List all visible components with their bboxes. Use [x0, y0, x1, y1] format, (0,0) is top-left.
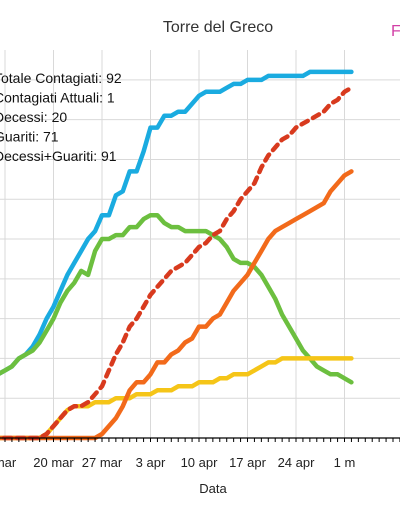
- x-tick-label: 1 m: [334, 455, 356, 470]
- x-tick-label: 10 apr: [181, 455, 219, 470]
- logo-mark: F: [391, 23, 400, 40]
- legend-entry: Totale Contagiati: 92: [0, 70, 122, 86]
- x-tick-label: mar: [0, 455, 17, 470]
- legend-entry: Contagiati Attuali: 1: [0, 90, 115, 106]
- x-tick-label: 20 mar: [33, 455, 74, 470]
- chart-title: Torre del Greco: [163, 19, 273, 36]
- x-axis-label: Data: [199, 481, 227, 496]
- x-tick-label: 27 mar: [82, 455, 123, 470]
- series-line-contagiati-attuali: [0, 212, 354, 385]
- series-line-totale-contagiati: [0, 69, 354, 376]
- series-lines: [0, 69, 354, 441]
- legend-entry: Decessi+Guariti: 91: [0, 148, 117, 164]
- series-line-decessi-guariti: [0, 85, 354, 441]
- x-tick-label: 24 apr: [278, 455, 316, 470]
- axes: [0, 437, 400, 442]
- x-tick-label: 17 apr: [229, 455, 267, 470]
- legend-entry: Guariti: 71: [0, 129, 59, 145]
- legend-entry: Decessi: 20: [0, 109, 67, 125]
- x-tick-labels: mar 20 mar 27 mar 3 apr 10 apr 17 apr 24 apr 1 …: [0, 455, 355, 470]
- legend: Totale Contagiati: 92 Contagiati Attuali:…: [0, 70, 122, 164]
- x-tick-label: 3 apr: [136, 455, 166, 470]
